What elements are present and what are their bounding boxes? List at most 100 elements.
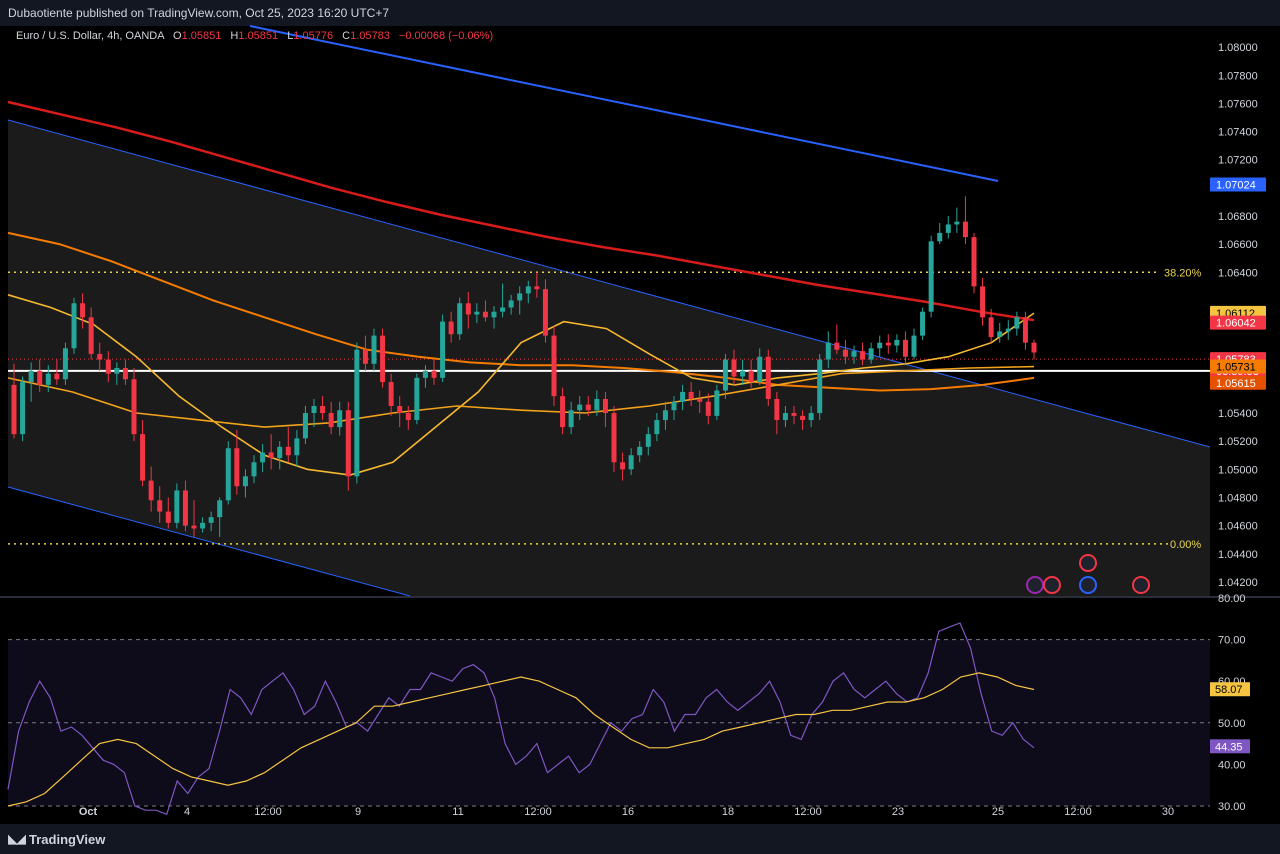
rsi-tick-label: 50.00 (1218, 718, 1246, 730)
price-tick-label: 1.07600 (1218, 98, 1258, 110)
candle-body (697, 398, 703, 402)
candle-body (808, 413, 814, 421)
candle-body (602, 398, 608, 414)
rsi-ma-line (7, 672, 1035, 807)
candle-body (980, 286, 986, 318)
time-tick-label: 12:00 (1064, 806, 1092, 818)
candle-body (165, 511, 171, 523)
candle-body (722, 359, 728, 391)
price-axis-bg (1210, 26, 1280, 806)
candle-body (80, 303, 86, 318)
candle-body (328, 413, 334, 428)
candle-body (414, 377, 420, 421)
time-tick-label: Oct (79, 806, 98, 818)
candle-body (457, 303, 463, 335)
candle-body (474, 311, 480, 315)
price-axis-tag-text: 1.05615 (1216, 378, 1256, 390)
time-tick-label: 23 (892, 806, 904, 818)
time-tick-label: 16 (622, 806, 634, 818)
price-tick-label: 1.07800 (1218, 70, 1258, 82)
candle-body (628, 455, 634, 470)
price-tick-label: 1.05200 (1218, 436, 1258, 448)
candle-body (302, 413, 308, 439)
candle-body (200, 522, 206, 529)
price-tick-label: 1.08000 (1218, 42, 1258, 54)
candle-body (277, 446, 283, 459)
candle-body (371, 335, 377, 364)
candle-body (397, 406, 403, 414)
rsi-tick-label: 30.00 (1218, 801, 1246, 813)
candle-body (45, 373, 51, 385)
tradingview-logo[interactable]: ◣◢ TradingView (8, 831, 105, 847)
candle-body (765, 356, 771, 399)
candle-body (20, 382, 26, 435)
price-axis-tag (1210, 375, 1266, 390)
candle-body (988, 317, 994, 338)
brand-name: TradingView (29, 831, 106, 847)
high-value: 1.05851 (238, 30, 279, 42)
footer-bar: ◣◢ TradingView (0, 824, 1280, 854)
candle-body (268, 452, 274, 459)
event-icon (1132, 576, 1150, 594)
candle-body (542, 289, 548, 336)
candle-body (637, 446, 643, 456)
candle-body (748, 370, 754, 383)
candle-body (174, 490, 180, 523)
time-tick-label: 11 (452, 806, 463, 818)
candle-body (825, 342, 831, 360)
candle-body (560, 396, 566, 428)
candle-body (431, 370, 437, 378)
candle-body (517, 293, 523, 301)
candle-body (654, 420, 660, 435)
chart-canvas[interactable]: 38.20% 0.00% 1.08000 1.07800 1.07600 1.07400 1… (0, 0, 1280, 824)
price-axis-tag (1210, 177, 1266, 192)
time-tick-label: 12:00 (794, 806, 822, 818)
open-label: O (173, 30, 182, 42)
rsi-tick-label: 80.00 (1218, 593, 1246, 605)
candle-body (148, 480, 154, 501)
candle-body (928, 241, 934, 312)
event-icon (1079, 554, 1097, 572)
candle-body (500, 307, 506, 312)
candle-body (594, 398, 600, 411)
candle-body (337, 410, 343, 428)
candle-body (774, 398, 780, 421)
candle-body (714, 390, 720, 416)
candle-body (791, 413, 797, 416)
price-axis-tag-text: 1.06042 (1216, 318, 1256, 330)
rsi-tick-label: 70.00 (1218, 635, 1246, 647)
price-tick-label: 1.05000 (1218, 464, 1258, 476)
time-tick-label: 12:00 (254, 806, 282, 818)
candle-body (320, 406, 326, 414)
candle-body (671, 401, 677, 411)
candle-body (868, 348, 874, 360)
candle-body (740, 370, 746, 377)
candle-body (260, 452, 266, 463)
fib-level-label: 0.00% (1170, 539, 1201, 551)
candle-body (851, 351, 857, 357)
change-value: −0.00068 (−0.06%) (398, 30, 494, 42)
candle-body (585, 404, 591, 411)
candle-body (105, 359, 111, 374)
candle-body (140, 434, 146, 481)
candle-body (902, 339, 908, 357)
tradingview-logo-icon: ◣◢ (8, 831, 26, 846)
price-axis-tag (1210, 359, 1266, 374)
channel-line-upper (249, 25, 999, 182)
candle-body (28, 370, 34, 383)
candle-body (157, 500, 163, 512)
candle-body (997, 331, 1003, 338)
time-tick-label: 12:00 (524, 806, 552, 818)
high-label: H (230, 30, 239, 42)
candle-body (71, 303, 77, 349)
candle-body (251, 462, 257, 477)
event-icon (1043, 576, 1061, 594)
candle-body (11, 384, 17, 435)
candle-body (491, 311, 497, 318)
candle-body (482, 311, 488, 318)
candle-body (645, 434, 651, 447)
candle-body (354, 349, 360, 477)
candle-body (894, 339, 900, 346)
candle-body (1022, 317, 1028, 343)
candle-body (817, 359, 823, 414)
